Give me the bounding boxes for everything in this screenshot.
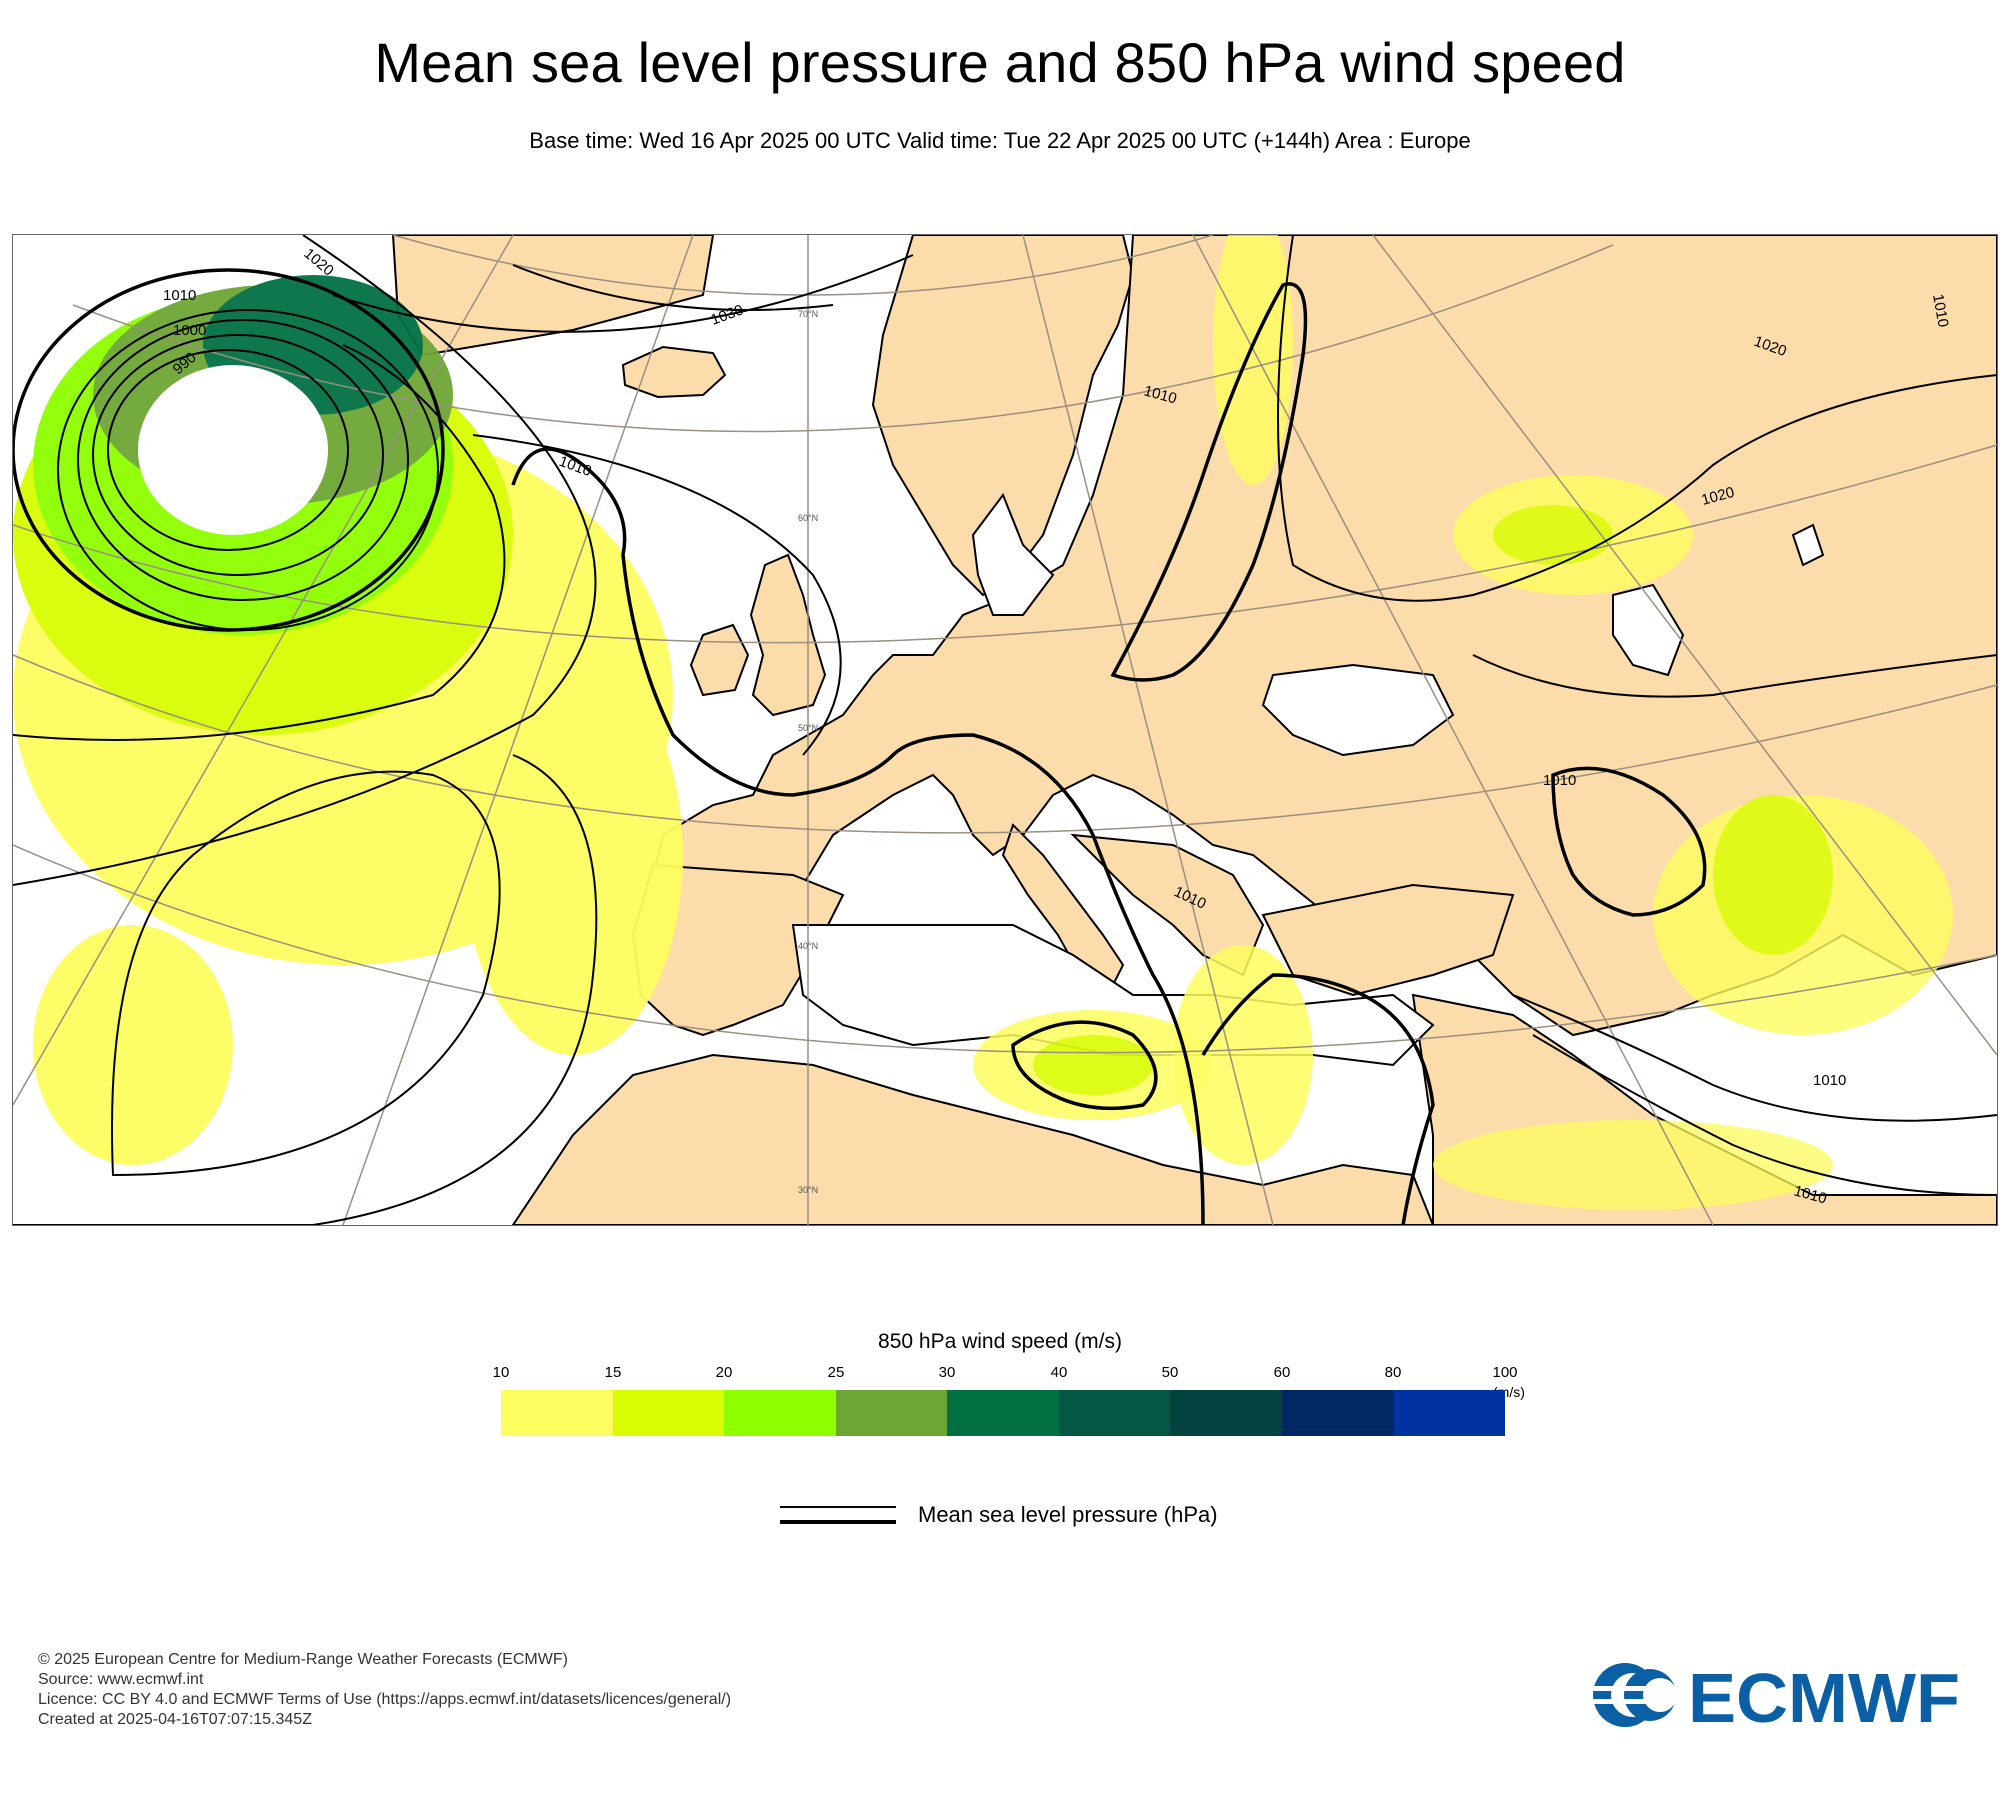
created-line: Created at 2025-04-16T07:07:15.345Z [38, 1711, 312, 1728]
colorbar-tick: 50 [1161, 1364, 1179, 1381]
colorbar-segment [501, 1390, 613, 1436]
parallel-50n [13, 444, 1997, 644]
isobar-atlantic-high-outer [13, 754, 598, 1225]
isobar-label: 1010 [1813, 1072, 1846, 1089]
isobar-mideast-1010b [1532, 1034, 1997, 1196]
lat-label-60n: 60°N [798, 513, 818, 523]
colorbar-segment [1170, 1390, 1282, 1436]
isobar-greenland [332, 254, 914, 333]
colorbar-tick: 20 [715, 1364, 733, 1381]
parallel-40n [13, 654, 1997, 834]
lat-label-70n: 70°N [798, 309, 818, 319]
caspian-sea [1612, 583, 1685, 677]
colorbar-segment [1393, 1390, 1506, 1436]
copyright-line: © 2025 European Centre for Medium-Range … [38, 1651, 568, 1668]
wind-10-15-west-atlantic [33, 925, 233, 1165]
isobars [13, 235, 1997, 1225]
isobar-1010-caspian-low [1551, 766, 1707, 917]
map-svg: 1020 1010 1000 990 1030 1010 1010 1020 1… [13, 235, 1997, 1225]
isobar-990 [107, 349, 349, 551]
meridian-20w [13, 235, 514, 1106]
isobar-1020-west [13, 235, 597, 886]
isobar-label: 1010 [1543, 772, 1576, 789]
isobar-east-europe-1020 [1277, 235, 1997, 602]
licence-line: Licence: CC BY 4.0 and ECMWF Terms of Us… [38, 1691, 732, 1708]
colorbar-tick: 40 [1050, 1364, 1068, 1381]
colorbar-segment [947, 1390, 1059, 1436]
wind-10-15-arabia [1433, 1120, 1833, 1210]
parallel-30n [13, 844, 1997, 1054]
mslp-legend-thick-line [780, 1520, 896, 1524]
colorbar-segment [612, 1390, 725, 1436]
meridian-10w [342, 235, 694, 1225]
latitude-labels: 70°N 60°N 50°N 40°N 30°N [798, 309, 818, 1195]
isobar-label: 1010 [1929, 293, 1952, 329]
colorbar-tick: 60 [1273, 1364, 1291, 1381]
meridian-20e [1192, 235, 1714, 1225]
colorbar-segment [724, 1390, 836, 1436]
wind-10-15-aegean [1173, 945, 1313, 1165]
wind-10-15-scandinavia [1213, 235, 1293, 485]
mainland-europe-land [651, 235, 1997, 1037]
footer-credits: © 2025 European Centre for Medium-Range … [38, 1650, 731, 1730]
lat-label-30n: 30°N [798, 1185, 818, 1195]
wind-15-20-iran [1713, 795, 1833, 955]
isobar-russia-1020 [1472, 654, 1997, 698]
wind-10-15-biscay [463, 655, 683, 1055]
isobar-label: 1000 [173, 322, 206, 339]
ecmwf-logo: ECMWF [1590, 1659, 1965, 1737]
colorbar-tick: 80 [1384, 1364, 1402, 1381]
colorbar-tick: 30 [938, 1364, 956, 1381]
isobar-1000 [77, 319, 409, 601]
mslp-legend-label: Mean sea level pressure (hPa) [918, 1502, 1218, 1527]
lat-label-50n: 50°N [798, 723, 818, 733]
aral-sea [1791, 523, 1825, 567]
great-britain-land [749, 553, 827, 717]
isobar-1015 [13, 344, 506, 741]
wind-15-20-russia [1493, 505, 1613, 565]
colorbar-segment [1058, 1390, 1171, 1436]
isobar-west-europe [472, 434, 842, 756]
chart-title: Mean sea level pressure and 850 hPa wind… [374, 31, 1626, 94]
isobar-label: 1010 [163, 287, 196, 304]
parallel-60n [72, 244, 1614, 433]
isobar-1010-atlantic-low [13, 268, 445, 632]
isobar-1010-black-sea [1201, 973, 1435, 1225]
isobar-1010-med-low [1011, 1020, 1158, 1111]
source-line: Source: www.ecmwf.int [38, 1671, 204, 1688]
isobar-1030-arc [512, 264, 834, 311]
isobar-1010-iceland-ridge [511, 447, 1205, 1225]
mslp-legend-thin-line [780, 1506, 896, 1508]
isobar-995 [92, 334, 384, 576]
isobar-1010-scandinavia [1110, 282, 1308, 682]
wind-15-20-central-med [1033, 1035, 1153, 1095]
lat-label-40n: 40°N [798, 941, 818, 951]
isobar-mideast-1010 [1512, 994, 1997, 1122]
baltic-sea [971, 492, 1055, 616]
colorbar-segment [835, 1390, 948, 1436]
calm-core [138, 365, 328, 535]
isobar-atlantic-high-inner [111, 770, 501, 1177]
isobars-1010 [13, 268, 1707, 1225]
forecast-map[interactable]: 1020 1010 1000 990 1030 1010 1010 1020 1… [12, 234, 1998, 1226]
black-sea [1261, 663, 1455, 757]
colorbar-tick: 10 [492, 1364, 510, 1381]
wind-colorbar [501, 1390, 1506, 1436]
wind-legend-title: 850 hPa wind speed (m/s) [878, 1330, 1122, 1353]
colorbar-tick: 25 [827, 1364, 845, 1381]
chart-subtitle: Base time: Wed 16 Apr 2025 00 UTC Valid … [529, 128, 1471, 153]
colorbar-segment [1281, 1390, 1394, 1436]
meridian-30e [1372, 235, 1997, 1056]
ecmwf-logo-text: ECMWF [1688, 1660, 1960, 1730]
meridian-10e [1022, 235, 1274, 1225]
colorbar-tick: 15 [604, 1364, 622, 1381]
colorbar-tick: 100 [1492, 1364, 1518, 1381]
ecmwf-logo-mark: ECMWF [1590, 1659, 1960, 1737]
